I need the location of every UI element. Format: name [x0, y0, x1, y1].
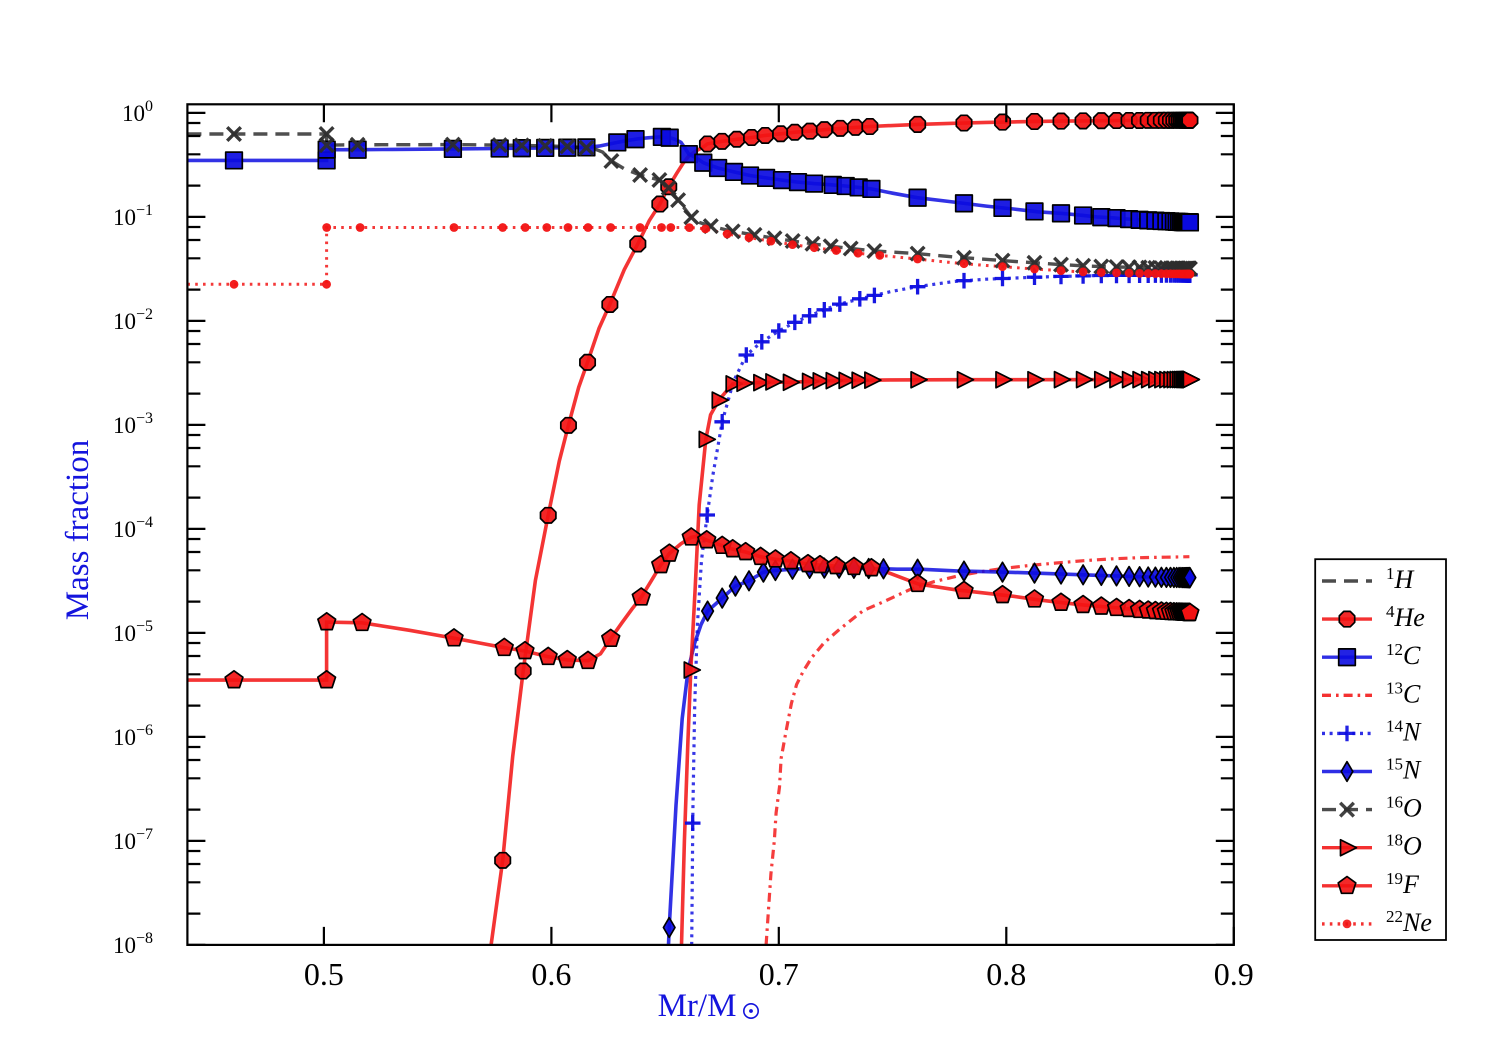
svg-text:19F: 19F: [1386, 869, 1420, 899]
svg-text:0.9: 0.9: [1214, 956, 1254, 992]
svg-text:10−4: 10−4: [113, 514, 153, 542]
svg-text:0.6: 0.6: [531, 956, 571, 992]
svg-text:22Ne: 22Ne: [1386, 907, 1432, 937]
svg-text:1H: 1H: [1386, 564, 1415, 594]
svg-text:0.8: 0.8: [986, 956, 1026, 992]
svg-text:10−5: 10−5: [113, 618, 153, 646]
svg-text:18O: 18O: [1386, 831, 1422, 861]
svg-text:Mass fraction: Mass fraction: [60, 440, 96, 621]
svg-text:15N: 15N: [1386, 755, 1422, 785]
svg-text:0.7: 0.7: [759, 956, 799, 992]
svg-text:16O: 16O: [1386, 793, 1422, 823]
svg-text:12C: 12C: [1386, 640, 1421, 670]
svg-text:10−3: 10−3: [113, 410, 153, 438]
svg-text:10−7: 10−7: [113, 826, 153, 854]
svg-text:Mr/M: Mr/M: [658, 988, 737, 1024]
svg-text:14N: 14N: [1386, 716, 1422, 746]
svg-text:0.5: 0.5: [304, 956, 344, 992]
svg-text:4He: 4He: [1386, 602, 1425, 632]
svg-text:13C: 13C: [1386, 678, 1421, 708]
